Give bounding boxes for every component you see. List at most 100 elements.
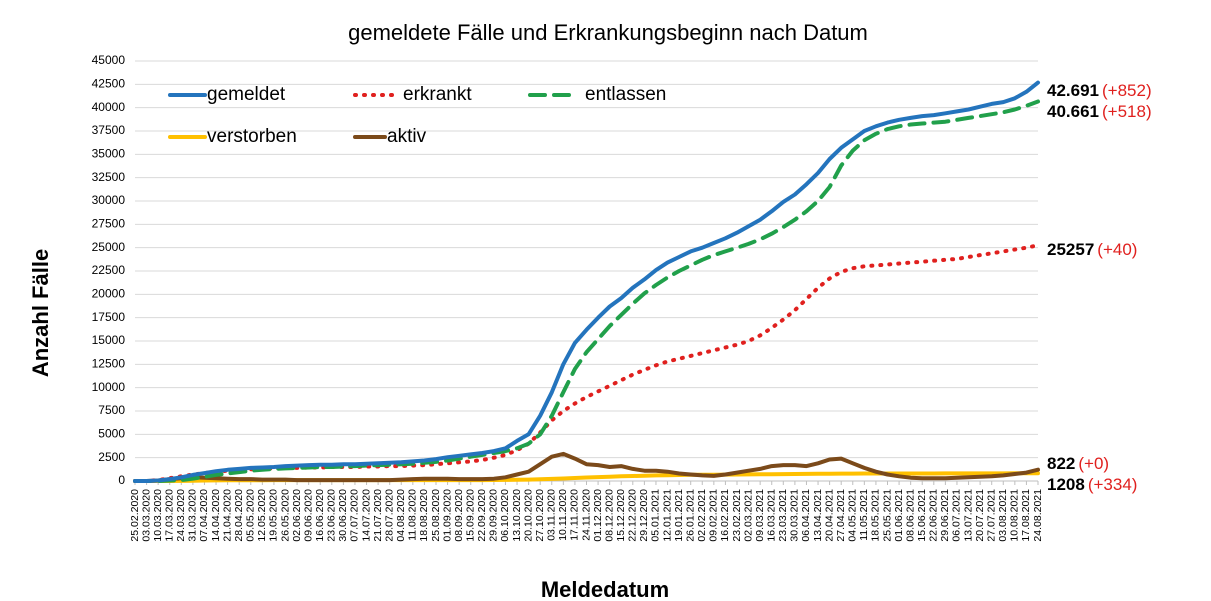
legend-label: erkrankt	[403, 84, 472, 105]
x-tick-label: 25.05.2021	[881, 489, 893, 542]
x-tick-label: 20.07.2021	[974, 489, 986, 542]
legend-label: verstorben	[207, 126, 297, 147]
x-tick-label: 20.04.2021	[823, 489, 835, 542]
y-tick-label: 22500	[92, 263, 126, 277]
end-annotation: 42.691 (+852)	[1047, 81, 1152, 100]
y-tick-label: 32500	[92, 170, 126, 184]
x-tick-label: 21.04.2020	[221, 489, 233, 542]
x-tick-label: 13.04.2021	[812, 489, 824, 542]
x-tick-label: 24.08.2021	[1032, 489, 1044, 542]
y-tick-label: 27500	[92, 217, 126, 231]
x-tick-label: 03.11.2020	[546, 489, 558, 541]
y-tick-label: 10000	[92, 380, 126, 394]
x-tick-label: 16.06.2020	[314, 489, 326, 542]
annotation-change: (+852)	[1102, 81, 1152, 100]
x-tick-label: 11.05.2021	[858, 489, 870, 541]
y-tick-label: 42500	[92, 77, 126, 91]
x-tick-label: 08.06.2021	[904, 489, 916, 542]
x-tick-label: 16.03.2021	[766, 489, 778, 542]
x-tick-label: 02.02.2021	[696, 489, 708, 542]
y-tick-label: 0	[118, 473, 125, 487]
annotation-change: (+518)	[1102, 102, 1152, 121]
x-tick-label: 31.03.2020	[187, 489, 199, 542]
legend-label: gemeldet	[207, 84, 286, 105]
x-tick-label: 23.03.2021	[777, 489, 789, 542]
y-tick-label: 2500	[98, 450, 125, 464]
x-tick-label: 05.01.2021	[650, 489, 662, 542]
end-annotation: 1208 (+334)	[1047, 475, 1137, 494]
y-tick-label: 37500	[92, 123, 126, 137]
x-tick-label: 14.04.2020	[210, 489, 222, 542]
x-tick-label: 08.09.2020	[453, 489, 465, 542]
series-line	[133, 99, 1040, 483]
x-tick-label: 05.05.2020	[245, 489, 257, 542]
x-tick-label: 17.03.2020	[164, 489, 176, 542]
chart-title: gemeldete Fälle und Erkrankungsbeginn na…	[348, 20, 868, 45]
legend-label: aktiv	[387, 126, 427, 147]
x-tick-label: 01.06.2021	[893, 489, 905, 542]
x-tick-label: 08.12.2020	[603, 489, 615, 542]
x-tick-label: 06.07.2021	[951, 489, 963, 542]
y-tick-label: 30000	[92, 193, 126, 207]
x-tick-label: 04.08.2020	[395, 489, 407, 542]
y-tick-label: 45000	[92, 53, 126, 67]
annotation-value: 40.661	[1047, 102, 1099, 121]
legend-label: entlassen	[585, 84, 666, 105]
end-annotation: 40.661 (+518)	[1047, 102, 1152, 121]
series-line	[133, 451, 1040, 483]
x-tick-label: 23.06.2020	[326, 489, 338, 542]
x-tick-label: 03.08.2021	[997, 489, 1009, 542]
x-tick-label: 28.04.2020	[233, 489, 245, 542]
x-tick-label: 30.06.2020	[337, 489, 349, 542]
x-tick-label: 24.03.2020	[175, 489, 187, 542]
x-tick-label: 02.06.2020	[291, 489, 303, 542]
annotation-change: (+40)	[1097, 240, 1137, 259]
x-tick-label: 29.12.2020	[638, 489, 650, 542]
x-tick-label: 03.03.2020	[140, 489, 152, 542]
x-tick-label: 17.08.2021	[1020, 489, 1032, 542]
x-tick-label: 12.01.2021	[661, 489, 673, 542]
x-tick-label: 22.06.2021	[928, 489, 940, 542]
x-tick-label: 29.06.2021	[939, 489, 951, 542]
x-tick-label: 17.11.2020	[569, 489, 581, 541]
x-axis-label: Meldedatum	[541, 577, 669, 601]
annotation-value: 1208	[1047, 475, 1085, 494]
x-tick-label: 07.04.2020	[198, 489, 210, 542]
x-tick-label: 29.09.2020	[488, 489, 500, 542]
x-tick-label: 26.01.2021	[684, 489, 696, 542]
x-tick-label: 25.08.2020	[430, 489, 442, 542]
x-tick-label: 01.12.2020	[592, 489, 604, 542]
x-tick-label: 07.07.2020	[349, 489, 361, 542]
x-tick-label: 15.12.2020	[615, 489, 627, 542]
x-tick-label: 28.07.2020	[383, 489, 395, 542]
x-tick-label: 15.06.2021	[916, 489, 928, 542]
x-tick-label: 16.02.2021	[719, 489, 731, 542]
x-tick-label: 06.04.2021	[800, 489, 812, 542]
x-tick-label: 12.05.2020	[256, 489, 268, 542]
x-tick-label: 27.10.2020	[534, 489, 546, 542]
x-tick-label: 09.06.2020	[302, 489, 314, 542]
series-line	[133, 243, 1040, 483]
x-tick-label: 02.03.2021	[742, 489, 754, 542]
x-tick-label: 27.07.2021	[985, 489, 997, 542]
x-tick-label: 11.08.2020	[407, 489, 419, 541]
x-tick-label: 01.09.2020	[441, 489, 453, 542]
x-tick-label: 26.05.2020	[279, 489, 291, 542]
x-tick-label: 22.09.2020	[476, 489, 488, 542]
y-tick-label: 40000	[92, 100, 126, 114]
y-tick-label: 7500	[98, 403, 125, 417]
x-tick-label: 10.11.2020	[557, 489, 569, 541]
x-tick-label: 30.03.2021	[789, 489, 801, 542]
y-tick-label: 12500	[92, 357, 126, 371]
x-tick-label: 20.10.2020	[522, 489, 534, 542]
x-tick-label: 23.02.2021	[731, 489, 743, 542]
annotation-value: 822	[1047, 454, 1075, 473]
x-tick-label: 10.03.2020	[152, 489, 164, 542]
y-tick-label: 20000	[92, 287, 126, 301]
series-line	[133, 80, 1040, 483]
x-tick-label: 13.07.2021	[962, 489, 974, 542]
x-tick-label: 19.05.2020	[268, 489, 280, 542]
x-tick-label: 10.08.2021	[1009, 489, 1021, 542]
x-tick-label: 22.12.2020	[627, 489, 639, 542]
